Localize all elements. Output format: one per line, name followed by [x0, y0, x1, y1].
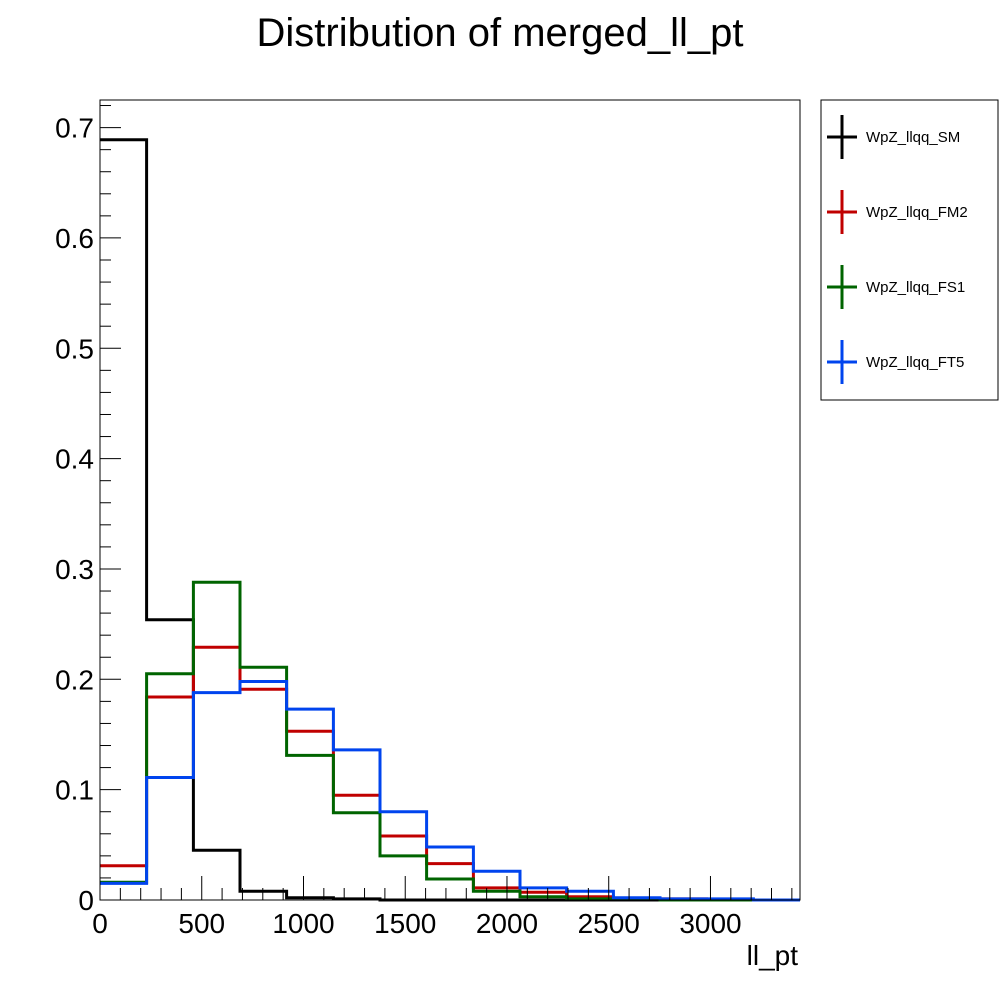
x-tick-label: 2500: [578, 908, 640, 939]
legend-label: WpZ_llqq_FM2: [866, 204, 968, 221]
series-WpZ_llqq_FT5: [100, 680, 800, 902]
legend-entry: WpZ_llqq_FS1: [827, 265, 965, 309]
chart-title: Distribution of merged_ll_pt: [257, 11, 744, 55]
y-tick-label: 0.3: [55, 554, 94, 585]
y-tick-label: 0: [78, 885, 94, 916]
y-tick-label: 0.2: [55, 664, 94, 695]
series-line-WpZ_llqq_FT5: [100, 680, 800, 902]
legend-label: WpZ_llqq_FT5: [866, 354, 964, 371]
legend-box: [820, 99, 999, 401]
x-tick-label: 2000: [476, 908, 538, 939]
y-axis-tick-labels: 0 0.1 0.2 0.3 0.4 0.5 0.6 0.7: [55, 113, 94, 916]
x-axis-tick-labels: 0 500 1000 1500 2000 2500 3000: [92, 908, 741, 939]
x-tick-label: 500: [178, 908, 225, 939]
x-tick-label: 1000: [272, 908, 334, 939]
y-tick-label: 0.4: [55, 444, 94, 475]
x-tick-label: 1500: [374, 908, 436, 939]
legend: WpZ_llqq_SM WpZ_llqq_FM2 WpZ_llqq_FS1 WpZ_l…: [820, 99, 999, 401]
x-tick-label: 3000: [679, 908, 741, 939]
x-tick-label: 0: [92, 908, 108, 939]
x-axis-label: ll_pt: [747, 940, 799, 971]
legend-label: WpZ_llqq_FS1: [866, 279, 965, 296]
y-tick-label: 0.7: [55, 113, 94, 144]
y-tick-label: 0.1: [55, 775, 94, 806]
legend-entry: WpZ_llqq_SM: [827, 115, 960, 159]
legend-entries: WpZ_llqq_SM WpZ_llqq_FM2 WpZ_llqq_FS1 WpZ_l…: [827, 115, 968, 384]
y-tick-label: 0.5: [55, 333, 94, 364]
legend-entry: WpZ_llqq_FM2: [827, 190, 968, 234]
y-tick-label: 0.6: [55, 223, 94, 254]
plot-frame: [99, 99, 801, 901]
legend-entry: WpZ_llqq_FT5: [827, 340, 964, 384]
legend-label: WpZ_llqq_SM: [866, 129, 960, 146]
x-axis-ticks: [99, 876, 793, 900]
y-axis-ticks: [100, 105, 121, 901]
